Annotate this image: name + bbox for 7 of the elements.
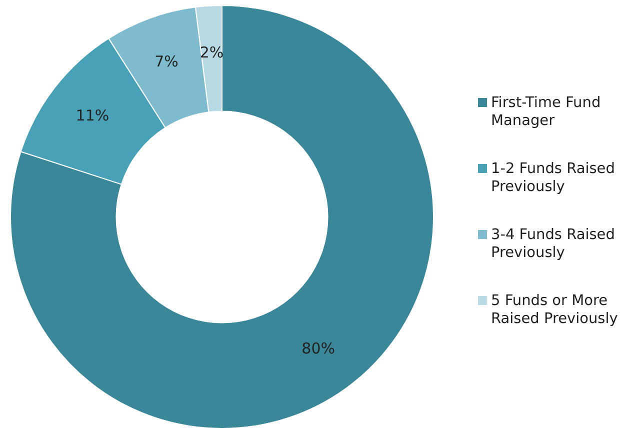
legend-label: First-Time Fund Manager [491, 94, 602, 130]
data-label: 11% [76, 106, 110, 124]
data-label: 7% [154, 52, 178, 71]
data-label: 80% [302, 340, 336, 358]
legend-label: 1-2 Funds Raised Previously [491, 160, 616, 196]
legend-label: 5 Funds or More Raised Previously [491, 292, 619, 328]
legend-label: 3-4 Funds Raised Previously [491, 226, 616, 262]
